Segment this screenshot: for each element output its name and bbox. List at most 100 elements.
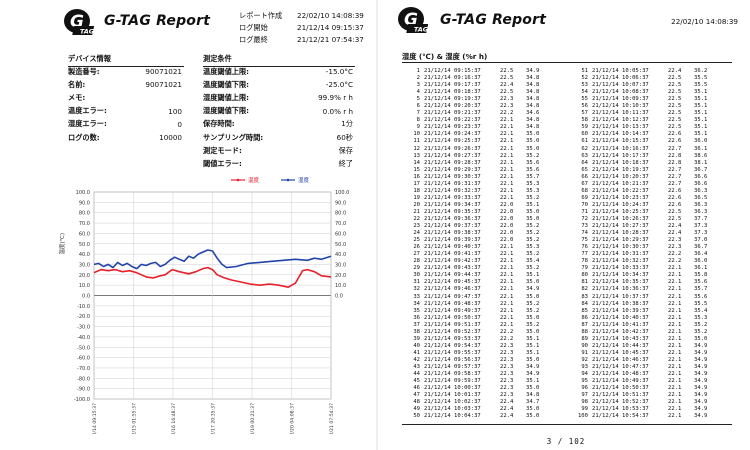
row-temperature: 22.1 [668, 385, 682, 392]
row-number: 71 [581, 208, 588, 215]
row-datetime: 21/12/14 09:33:37 [424, 194, 481, 201]
row-number: 56 [581, 103, 588, 110]
row-number: 15 [413, 166, 420, 173]
row-humidity: 34.9 [694, 363, 708, 370]
row-humidity: 36.0 [694, 138, 708, 145]
x-tick-label: 21/12/17 20:35:37 [211, 403, 217, 434]
row-number: 59 [581, 124, 588, 131]
row-datetime: 21/12/14 09:36:37 [424, 215, 481, 222]
row-number: 8 [416, 117, 420, 124]
row-temperature: 22.1 [500, 258, 514, 265]
row-datetime: 21/12/14 09:32:37 [424, 187, 481, 194]
row-temperature: 22.4 [500, 406, 514, 413]
meta-row: レポート作成 22/02/10 14:08:39 [239, 10, 364, 22]
legend-marker [286, 178, 290, 182]
y-tick-label: -30.0 [77, 325, 90, 331]
row-number: 58 [581, 117, 588, 124]
row-humidity: 35.0 [694, 335, 708, 342]
row-number: 60 [581, 131, 588, 138]
y-tick-label: -80.0 [77, 376, 90, 382]
row-number: 82 [581, 286, 588, 293]
row-humidity: 36.6 [694, 180, 708, 187]
row-temperature: 22.1 [500, 314, 514, 321]
row-temperature: 22.2 [668, 251, 682, 258]
row-number: 54 [581, 89, 588, 96]
row-temperature: 22.4 [668, 230, 682, 237]
row-datetime: 21/12/14 10:32:37 [592, 258, 649, 265]
report-data-page: G TAG G-TAG Report 22/02/10 14:08:39 湿度 … [382, 0, 750, 450]
table-row: 17 21/12/14 09:31:37 22.1 35.3 [402, 181, 544, 188]
row-temperature: 22.3 [500, 349, 514, 356]
row-humidity: 35.3 [526, 180, 540, 187]
row-datetime: 21/12/14 10:19:37 [592, 166, 649, 173]
row-datetime: 21/12/14 10:40:37 [592, 314, 649, 321]
row-datetime: 21/12/14 10:47:37 [592, 363, 649, 370]
table-row: 81 21/12/14 10:35:37 22.1 35.6 [570, 279, 712, 286]
row-number: 20 [413, 201, 420, 208]
row-temperature: 22.1 [500, 180, 514, 187]
row-number: 85 [581, 307, 588, 314]
row-datetime: 21/12/14 10:04:37 [424, 413, 481, 420]
table-row: 14 21/12/14 09:28:37 22.1 35.6 [402, 160, 544, 167]
row-humidity: 34.8 [526, 75, 540, 82]
row-humidity: 34.9 [526, 371, 540, 378]
table-row: 29 21/12/14 09:43:37 22.1 35.2 [402, 265, 544, 272]
table-row: 84 21/12/14 10:38:37 22.1 35.5 [570, 301, 712, 308]
row-humidity: 35.1 [526, 342, 540, 349]
y-tick-label: -90.0 [77, 387, 90, 393]
row-humidity: 35.6 [526, 159, 540, 166]
row-number: 10 [413, 131, 420, 138]
row-number: 31 [413, 279, 420, 286]
row-temperature: 22.5 [500, 68, 514, 74]
y2-tick-label: 100.0 [335, 190, 349, 196]
legend-label: 湿度 [298, 176, 310, 184]
table-row: 53 21/12/14 10:07:37 22.5 35.5 [570, 82, 712, 89]
row-humidity: 37.7 [694, 215, 708, 222]
row-temperature: 22.8 [668, 152, 682, 159]
row-number: 48 [413, 399, 420, 406]
row-number: 6 [416, 103, 420, 110]
y-tick-label: -40.0 [77, 335, 90, 341]
table-row: 54 21/12/14 10:08:37 22.5 35.1 [570, 89, 712, 96]
row-humidity: 35.2 [526, 321, 540, 328]
row-number: 22 [413, 215, 420, 222]
row-temperature: 22.6 [668, 187, 682, 194]
row-number: 66 [581, 173, 588, 180]
field-row: 湿度エラー: 0 [68, 118, 182, 131]
x-tick-label: 21/12/14 09:15:37 [92, 403, 98, 434]
row-datetime: 21/12/14 09:41:37 [424, 251, 481, 258]
row-humidity: 35.1 [526, 349, 540, 356]
row-datetime: 21/12/14 10:53:37 [592, 406, 649, 413]
field-row: 測定モード: 保存 [203, 144, 353, 157]
table-row: 63 21/12/14 10:17:37 22.8 38.6 [570, 153, 712, 160]
row-datetime: 21/12/14 10:49:37 [592, 378, 649, 385]
table-row: 2 21/12/14 09:16:37 22.5 34.8 [402, 75, 544, 82]
field-label: ログの数: [68, 132, 100, 142]
row-temperature: 22.2 [500, 110, 514, 117]
row-number: 19 [413, 194, 420, 201]
row-temperature: 22.1 [500, 265, 514, 272]
field-value: 100 [168, 106, 182, 116]
row-humidity: 35.0 [526, 279, 540, 286]
row-humidity: 36.0 [694, 258, 708, 265]
table-row: 23 21/12/14 09:37:37 22.0 35.2 [402, 223, 544, 230]
table-row: 11 21/12/14 09:25:37 22.1 35.0 [402, 138, 544, 145]
row-humidity: 35.0 [526, 138, 540, 145]
row-number: 51 [581, 68, 588, 74]
row-temperature: 22.6 [668, 131, 682, 138]
row-temperature: 22.5 [500, 75, 514, 82]
row-temperature: 22.1 [668, 349, 682, 356]
row-temperature: 22.7 [668, 166, 682, 173]
row-datetime: 21/12/14 10:38:37 [592, 300, 649, 307]
table-row: 76 21/12/14 10:30:37 22.3 36.7 [570, 244, 712, 251]
row-humidity: 37.0 [694, 237, 708, 244]
meta-label: レポート作成 [239, 11, 283, 20]
row-number: 26 [413, 244, 420, 251]
row-humidity: 35.3 [526, 187, 540, 194]
row-number: 64 [581, 159, 588, 166]
field-label: 湿度閾値下限: [203, 106, 249, 116]
table-row: 13 21/12/14 09:27:37 22.1 35.2 [402, 153, 544, 160]
row-number: 67 [581, 180, 588, 187]
row-temperature: 22.3 [500, 392, 514, 399]
row-number: 21 [413, 208, 420, 215]
